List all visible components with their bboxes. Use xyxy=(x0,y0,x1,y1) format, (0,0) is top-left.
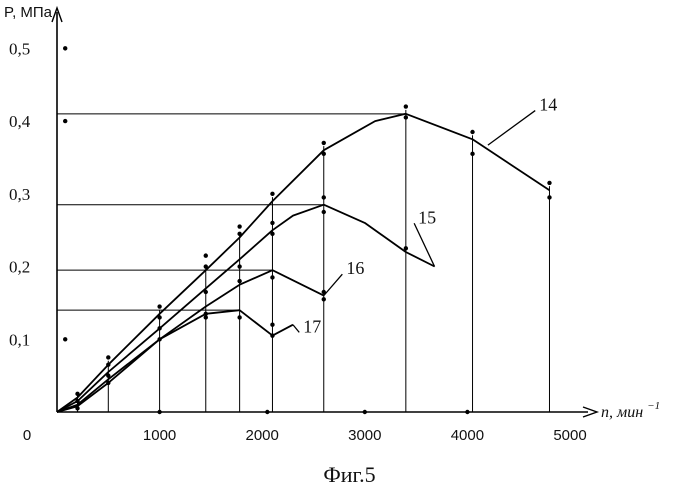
y-tick-label-0: 0,1 xyxy=(9,330,30,349)
data-point xyxy=(270,275,274,279)
data-point xyxy=(75,406,79,410)
series-line-14 xyxy=(57,114,550,412)
data-point xyxy=(322,141,326,145)
data-point xyxy=(157,337,161,341)
data-point xyxy=(157,326,161,330)
data-point xyxy=(470,152,474,156)
data-point xyxy=(404,104,408,108)
figure-caption: Фиг.5 xyxy=(0,462,699,488)
series-line-17 xyxy=(57,310,293,412)
x-ticks: 0 1000 2000 3000 4000 5000 xyxy=(23,427,587,444)
data-point xyxy=(63,337,67,341)
y-tick-label-1: 0,2 xyxy=(9,258,30,277)
data-point xyxy=(237,279,241,283)
y-tick-label-3: 0,4 xyxy=(9,112,31,131)
vertical-lines xyxy=(78,110,550,412)
data-point xyxy=(404,115,408,119)
series-lines xyxy=(57,114,550,412)
x-axis-title-text: n, мин xyxy=(601,404,643,421)
y-ticks: 0,1 0,2 0,3 0,4 0,5 xyxy=(9,39,31,349)
x-tick-label-4: 4000 xyxy=(451,427,484,444)
series-label-16: 16 xyxy=(346,258,364,278)
data-point xyxy=(204,253,208,257)
data-point xyxy=(270,192,274,196)
data-point xyxy=(75,399,79,403)
data-point xyxy=(75,392,79,396)
data-point xyxy=(237,232,241,236)
data-point xyxy=(204,264,208,268)
series-label-14: 14 xyxy=(539,95,557,115)
data-point xyxy=(322,297,326,301)
data-point xyxy=(106,355,110,359)
data-point xyxy=(157,410,161,414)
data-point xyxy=(265,410,269,414)
data-point xyxy=(322,195,326,199)
data-point xyxy=(63,119,67,123)
y-tick-label-2: 0,3 xyxy=(9,185,30,204)
data-point xyxy=(404,246,408,250)
x-axis-title: n, мин −1 xyxy=(601,400,660,421)
data-point xyxy=(63,46,67,50)
data-point xyxy=(106,363,110,367)
data-point xyxy=(204,315,208,319)
data-point xyxy=(470,130,474,134)
data-point xyxy=(237,264,241,268)
x-tick-label-5: 5000 xyxy=(553,427,586,444)
y-tick-label-4: 0,5 xyxy=(9,39,30,58)
series-leader-17 xyxy=(293,325,299,333)
x-axis-title-exponent: −1 xyxy=(647,400,660,412)
x-tick-label-3: 3000 xyxy=(348,427,381,444)
data-point xyxy=(270,323,274,327)
data-point xyxy=(237,315,241,319)
data-point xyxy=(270,221,274,225)
data-point xyxy=(270,333,274,337)
series-label-17: 17 xyxy=(303,316,321,336)
series-labels: 14 15 16 17 xyxy=(293,95,557,337)
data-point xyxy=(106,381,110,385)
data-point xyxy=(270,232,274,236)
data-point xyxy=(204,290,208,294)
guide-lines xyxy=(57,114,406,310)
series-line-15 xyxy=(57,205,435,412)
x-tick-label-1: 1000 xyxy=(143,427,176,444)
data-point xyxy=(106,373,110,377)
data-point xyxy=(157,304,161,308)
data-point xyxy=(465,410,469,414)
x-tick-label-2: 2000 xyxy=(246,427,279,444)
series-leader-15 xyxy=(414,223,434,266)
data-point xyxy=(547,195,551,199)
data-point xyxy=(237,224,241,228)
data-point xyxy=(363,410,367,414)
series-leader-14 xyxy=(488,111,535,146)
data-point xyxy=(547,181,551,185)
x-tick-label-0: 0 xyxy=(23,427,31,444)
y-axis-title: P, МПа xyxy=(4,4,53,21)
data-point xyxy=(322,152,326,156)
data-point xyxy=(157,315,161,319)
series-leader-16 xyxy=(324,274,343,295)
data-point xyxy=(322,210,326,214)
series-label-15: 15 xyxy=(418,207,436,227)
